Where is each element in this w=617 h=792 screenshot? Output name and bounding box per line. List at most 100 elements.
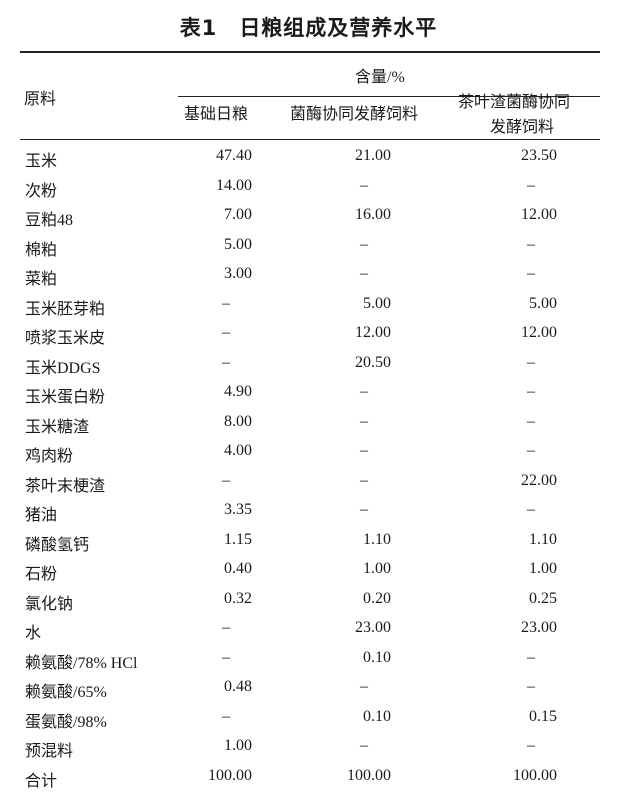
table-row: 赖氨酸/78% HCl – 0.10 – <box>0 645 617 675</box>
row-value: 3.35 <box>224 501 252 518</box>
row-value: 1.00 <box>529 560 557 577</box>
row-value: 1.10 <box>363 530 391 548</box>
table-row: 猪油 3.35 – – <box>0 497 617 527</box>
header-col-fermented: 菌酶协同发酵饲料 <box>290 106 419 123</box>
row-value: 1.15 <box>224 530 252 548</box>
table-row: 水 – 23.00 23.00 <box>0 615 617 645</box>
header-col-tea-line1: 茶叶渣菌酶协同 <box>458 94 571 111</box>
row-value: 16.00 <box>355 206 391 223</box>
row-value: 12.00 <box>355 324 391 341</box>
row-value: 23.50 <box>521 147 557 164</box>
table-row: 玉米 47.40 21.00 23.50 <box>0 143 617 173</box>
row-value: 5.00 <box>224 235 252 253</box>
row-value: 5.00 <box>529 294 557 312</box>
row-value: – <box>360 383 368 400</box>
row-value: 21.00 <box>355 147 391 164</box>
header-rule <box>20 139 600 140</box>
header-col-basal: 基础日粮 <box>184 106 249 123</box>
row-value: – <box>360 501 368 518</box>
row-value: – <box>360 678 368 695</box>
table-row: 石粉 0.40 1.00 1.00 <box>0 556 617 586</box>
row-value: 3.00 <box>224 265 252 282</box>
table-row: 赖氨酸/65% 0.48 – – <box>0 674 617 704</box>
table-row: 合计 100.00 100.00 100.00 <box>0 763 617 792</box>
row-value: – <box>527 235 535 253</box>
header-material: 原料 <box>24 91 57 108</box>
table-row: 玉米蛋白粉 4.90 – – <box>0 379 617 409</box>
row-value: 1.00 <box>224 737 252 754</box>
row-value: – <box>222 294 230 312</box>
row-value: 0.32 <box>224 589 252 607</box>
table-title: 表1 日粮组成及营养水平 <box>0 12 617 42</box>
row-value: – <box>360 412 368 430</box>
row-value: – <box>527 176 535 194</box>
table-row: 菜粕 3.00 – – <box>0 261 617 291</box>
row-value: – <box>360 471 368 489</box>
row-value: – <box>527 648 535 666</box>
row-value: – <box>360 737 368 754</box>
row-material: 茶叶末梗渣 <box>25 477 106 495</box>
row-value: – <box>222 619 230 636</box>
row-value: – <box>222 353 230 371</box>
header-group: 含量/% <box>355 69 405 86</box>
row-material: 玉米 <box>25 153 58 170</box>
row-material: 氯化钠 <box>25 595 74 613</box>
row-value: 23.00 <box>355 619 391 636</box>
row-value: – <box>527 412 535 430</box>
row-material: 猪油 <box>25 507 58 524</box>
row-value: 7.00 <box>224 206 252 223</box>
table-row: 次粉 14.00 – – <box>0 173 617 203</box>
row-value: 8.00 <box>224 412 252 430</box>
row-material: 磷酸氢钙 <box>25 536 90 554</box>
table-row: 蛋氨酸/98% – 0.10 0.15 <box>0 704 617 734</box>
row-value: – <box>527 265 535 282</box>
row-value: 100.00 <box>347 766 391 784</box>
table-row: 磷酸氢钙 1.15 1.10 1.10 <box>0 527 617 557</box>
table-row: 茶叶末梗渣 – – 22.00 <box>0 468 617 498</box>
row-material: 蛋氨酸/98% <box>25 713 107 731</box>
row-value: 4.00 <box>224 442 252 459</box>
row-value: 14.00 <box>216 176 252 194</box>
table-row: 预混料 1.00 – – <box>0 733 617 763</box>
row-value: 0.25 <box>529 589 557 607</box>
row-value: – <box>527 442 535 459</box>
table-row: 棉粕 5.00 – – <box>0 232 617 262</box>
row-value: 0.40 <box>224 560 252 577</box>
row-value: – <box>222 471 230 489</box>
row-material: 喷浆玉米皮 <box>25 330 106 347</box>
row-value: 0.10 <box>363 707 391 725</box>
row-value: 100.00 <box>208 766 252 784</box>
group-rule <box>178 96 600 97</box>
row-value: – <box>527 737 535 754</box>
table-row: 玉米糖渣 8.00 – – <box>0 409 617 439</box>
row-value: – <box>222 324 230 341</box>
row-value: 1.00 <box>363 560 391 577</box>
row-value: 12.00 <box>521 324 557 341</box>
row-value: – <box>360 265 368 282</box>
row-value: 20.50 <box>355 353 391 371</box>
table-row: 玉米胚芽粕 – 5.00 5.00 <box>0 291 617 321</box>
row-material: 赖氨酸/78% HCl <box>25 654 138 672</box>
row-material: 赖氨酸/65% <box>25 684 107 701</box>
row-value: 4.90 <box>224 383 252 400</box>
row-value: – <box>360 176 368 194</box>
row-value: – <box>527 501 535 518</box>
row-material: 玉米糖渣 <box>25 418 90 436</box>
row-material: 棉粕 <box>25 241 58 259</box>
row-value: – <box>360 442 368 459</box>
row-material: 水 <box>25 625 42 642</box>
row-material: 鸡肉粉 <box>25 448 74 465</box>
row-value: 47.40 <box>216 147 252 164</box>
table-row: 豆粕48 7.00 16.00 12.00 <box>0 202 617 232</box>
row-value: – <box>222 707 230 725</box>
row-value: 0.15 <box>529 707 557 725</box>
row-material: 菜粕 <box>25 271 58 288</box>
row-material: 豆粕48 <box>25 212 74 229</box>
row-value: 1.10 <box>529 530 557 548</box>
row-value: 23.00 <box>521 619 557 636</box>
row-value: 0.10 <box>363 648 391 666</box>
row-value: 5.00 <box>363 294 391 312</box>
row-value: – <box>527 383 535 400</box>
row-value: 0.20 <box>363 589 391 607</box>
row-material: 次粉 <box>25 182 58 200</box>
